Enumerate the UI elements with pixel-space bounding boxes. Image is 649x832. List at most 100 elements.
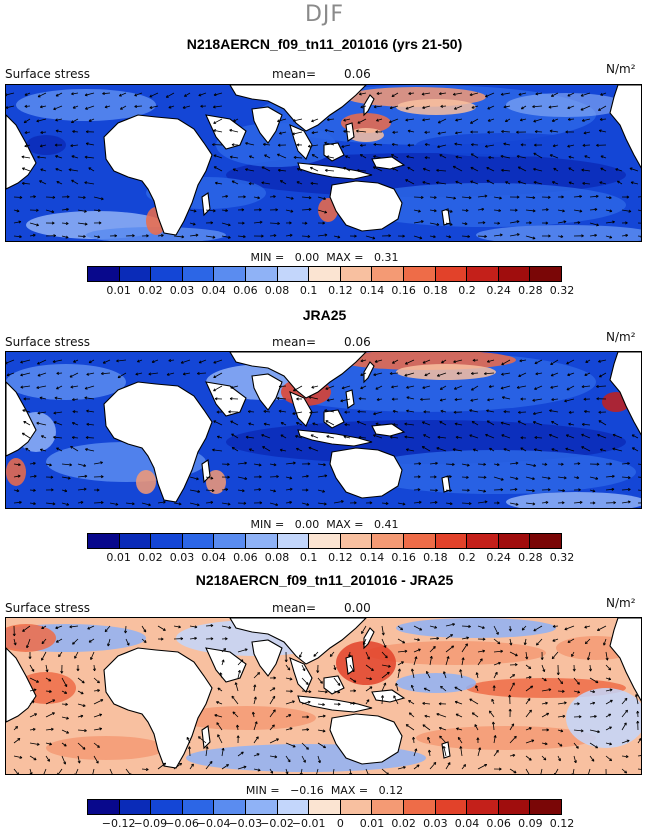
wind-stress-vector [471,421,479,426]
wind-stress-vector [445,462,455,466]
wind-stress-vector [6,105,15,109]
wind-stress-vector [230,420,239,426]
wind-stress-vector [45,689,52,693]
wind-stress-vector [509,682,515,692]
wind-stress-vector [285,677,293,681]
wind-stress-vector [557,195,564,199]
wind-stress-vector [427,736,431,744]
wind-stress-vector [581,385,591,389]
wind-stress-vector [45,502,56,506]
wind-stress-vector [264,154,271,159]
wind-stress-vector [541,742,548,746]
wind-stress-vector [317,714,326,718]
wind-stress-vector [221,764,229,770]
wind-stress-vector [525,768,531,774]
wind-stress-vector [237,751,244,757]
wind-stress-vector [568,167,575,172]
wind-stress-vector [237,669,241,679]
colorbar-tick-label: 0.01 [106,284,131,297]
wind-stress-vector [149,105,159,109]
wind-stress-vector [453,385,463,390]
wind-stress-vector [29,768,33,774]
wind-stress-vector [509,195,520,199]
wind-stress-vector [317,755,321,764]
wind-stress-vector [189,489,201,493]
wind-stress-vector [516,385,527,389]
wind-stress-vector [125,234,135,238]
wind-stress-vector [285,221,292,225]
wind-stress-vector [54,143,63,147]
wind-stress-vector [72,638,79,645]
wind-stress-vector [263,409,271,414]
wind-stress-vector [213,166,223,172]
wind-stress-vector [277,168,287,172]
wind-stress-vector [488,384,495,389]
wind-stress-vector [423,687,431,692]
wind-stress-vector [269,695,276,705]
wind-stress-vector [461,475,469,479]
wind-stress-vector [517,166,527,172]
wind-stress-vector [301,207,312,211]
wind-stress-vector [477,658,483,666]
wind-stress-vector [21,181,31,185]
wind-stress-vector [205,235,216,239]
wind-stress-vector [509,476,519,481]
wind-stress-vector [422,118,431,122]
wind-stress-vector [317,221,325,225]
wind-stress-vector [104,105,111,109]
wind-stress-vector [45,221,55,225]
wind-stress-vector [636,720,640,731]
wind-stress-vector [584,410,591,414]
wind-stress-vector [637,768,641,770]
wind-stress-vector [13,474,21,478]
wind-stress-vector [29,727,36,731]
panel-3-mean-value: 0.00 [344,601,371,615]
wind-stress-vector [424,156,431,160]
wind-stress-vector [573,488,581,492]
wind-stress-vector [217,687,223,692]
wind-stress-vector [484,372,495,376]
wind-stress-vector [541,755,547,761]
wind-stress-vector [93,488,100,492]
continent-australia [329,447,403,499]
wind-stress-vector [212,143,223,147]
panel-2-mean-value: 0.06 [344,335,371,349]
wind-stress-vector [213,154,223,159]
wind-stress-vector [301,728,310,732]
wind-stress-vector [551,397,559,402]
wind-stress-vector [326,155,335,159]
wind-stress-vector [455,180,463,185]
wind-stress-vector [285,209,294,213]
panel-2-mean-label: mean= [272,335,317,349]
wind-stress-vector [381,651,388,659]
wind-stress-vector [200,104,207,108]
wind-stress-vector [525,727,532,731]
wind-stress-vector [329,651,335,657]
wind-stress-vector [440,104,447,108]
wind-stress-vector [573,702,580,706]
wind-stress-vector [285,700,295,705]
wind-stress-vector [503,142,511,146]
wind-stress-vector [520,447,527,452]
wind-stress-vector [72,397,79,402]
colorbar-swatch [119,800,152,814]
wind-stress-vector [540,768,543,774]
wind-stress-vector [29,222,39,227]
wind-stress-vector [325,420,335,426]
wind-stress-vector [359,154,367,159]
colorbar-swatch [309,267,341,281]
wind-stress-vector [102,91,111,96]
wind-stress-vector [477,747,482,757]
wind-stress-vector [509,651,518,657]
wind-stress-vector [279,180,287,185]
wind-stress-vector [615,168,623,172]
colorbar-tick-label: 0.08 [264,284,290,297]
wind-stress-vector [317,502,327,506]
wind-stress-vector [532,398,543,402]
wind-stress-vector [573,209,583,213]
wind-stress-vector [198,92,207,97]
wind-stress-vector [454,686,463,692]
continent-japan [363,94,375,117]
wind-stress-vector [452,165,463,172]
wind-stress-vector [472,358,479,362]
